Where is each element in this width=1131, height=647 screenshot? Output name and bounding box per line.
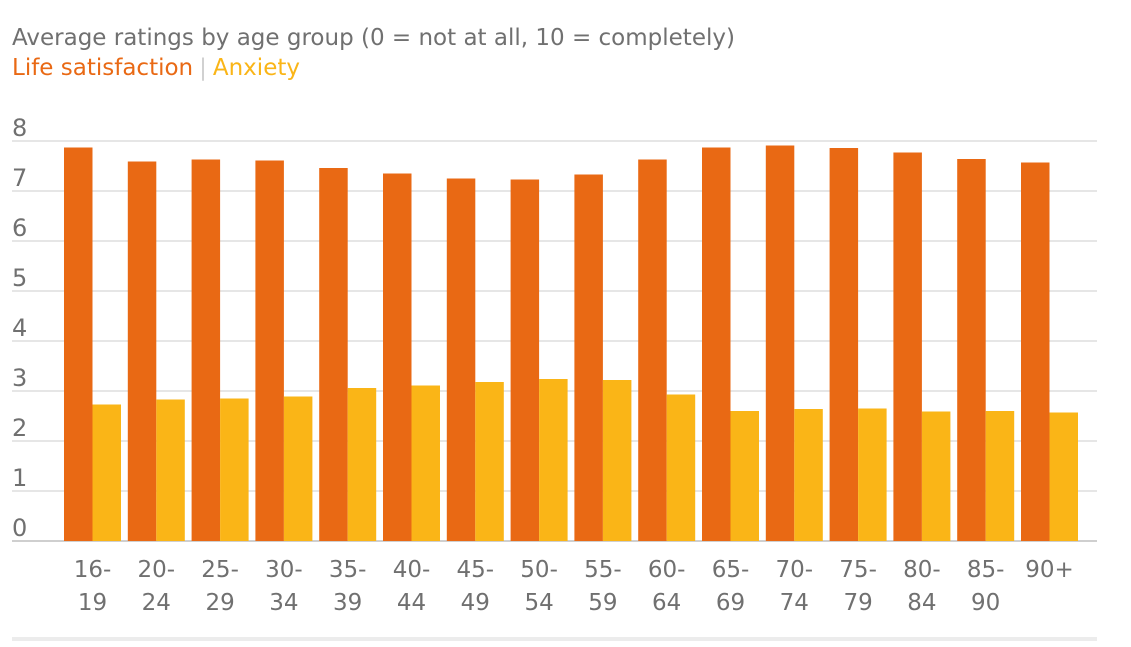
legend-life-satisfaction: Life satisfaction: [12, 55, 194, 81]
bar-anxiety-70-74: [794, 409, 823, 541]
footer-divider: [12, 637, 1097, 641]
y-tick-label-8: 8: [12, 114, 27, 142]
x-tick-label-65-69-line1: 65-: [712, 557, 750, 583]
legend-separator: |: [199, 55, 207, 81]
x-tick-label-35-39-line2: 39: [333, 590, 362, 616]
y-tick-label-3: 3: [12, 364, 27, 392]
bar-life-satisfaction-55-59: [574, 174, 603, 541]
x-tick-label-85-90-line1: 85-: [967, 557, 1005, 583]
x-tick-label-65-69-line2: 69: [716, 590, 745, 616]
x-tick-label-45-49-line2: 49: [461, 590, 490, 616]
x-tick-label-40-44-line2: 44: [397, 590, 426, 616]
bar-life-satisfaction-75-79: [829, 148, 859, 541]
bar-life-satisfaction-35-39: [319, 168, 348, 541]
x-tick-label-60-64-line1: 60-: [648, 557, 686, 583]
bar-life-satisfaction-50-54: [510, 179, 540, 541]
bar-anxiety-35-39: [347, 388, 377, 541]
bar-life-satisfaction-30-34: [255, 160, 284, 541]
bar-anxiety-16-19: [92, 404, 121, 541]
legend: Life satisfaction | Anxiety: [12, 54, 735, 82]
x-tick-label-85-90-line2: 90: [971, 590, 1000, 616]
bar-life-satisfaction-40-44: [383, 173, 412, 541]
bar-life-satisfaction-65-69: [702, 147, 731, 541]
y-tick-label-1: 1: [12, 464, 27, 492]
x-tick-label-55-59-line1: 55-: [584, 557, 622, 583]
y-tick-label-2: 2: [12, 414, 27, 442]
x-tick-label-75-79-line1: 75-: [839, 557, 877, 583]
x-tick-label-25-29-line2: 29: [205, 590, 234, 616]
x-tick-label-50-54-line1: 50-: [520, 557, 558, 583]
x-tick-label-70-74-line1: 70-: [776, 557, 814, 583]
bar-anxiety-60-64: [666, 394, 696, 541]
bar-anxiety-55-59: [602, 380, 632, 541]
x-tick-label-75-79-line2: 79: [843, 590, 872, 616]
bar-life-satisfaction-25-29: [191, 159, 221, 541]
bar-life-satisfaction-16-19: [64, 147, 93, 541]
bar-anxiety-75-79: [858, 408, 887, 541]
bar-anxiety-30-34: [283, 396, 313, 541]
bar-anxiety-90+: [1049, 412, 1078, 541]
bar-anxiety-80-84: [921, 411, 951, 541]
x-tick-label-45-49-line1: 45-: [457, 557, 495, 583]
x-tick-label-16-19-line2: 19: [78, 590, 107, 616]
x-tick-label-20-24-line1: 20-: [138, 557, 176, 583]
x-tick-label-16-19-line1: 16-: [74, 557, 112, 583]
bar-life-satisfaction-20-24: [127, 161, 157, 541]
x-tick-label-80-84-line2: 84: [907, 590, 936, 616]
x-tick-label-25-29-line1: 25-: [201, 557, 239, 583]
x-tick-label-30-34-line2: 34: [269, 590, 298, 616]
x-tick-label-80-84-line1: 80-: [903, 557, 941, 583]
chart-header: Average ratings by age group (0 = not at…: [12, 22, 735, 82]
x-tick-label-35-39-line1: 35-: [329, 557, 367, 583]
bar-anxiety-25-29: [220, 398, 249, 541]
bar-life-satisfaction-60-64: [638, 159, 667, 541]
bar-life-satisfaction-85-90: [957, 159, 986, 541]
x-tick-label-55-59-line2: 59: [588, 590, 617, 616]
bar-anxiety-40-44: [411, 385, 440, 541]
x-tick-label-70-74-line2: 74: [780, 590, 809, 616]
bar-life-satisfaction-70-74: [765, 145, 795, 541]
bar-anxiety-20-24: [156, 399, 185, 541]
legend-anxiety: Anxiety: [212, 55, 300, 81]
x-tick-label-30-34-line1: 30-: [265, 557, 303, 583]
bar-life-satisfaction-80-84: [893, 152, 922, 541]
x-tick-label-20-24-line2: 24: [142, 590, 171, 616]
y-tick-label-6: 6: [12, 214, 27, 242]
x-tick-label-50-54-line2: 54: [524, 590, 553, 616]
bar-anxiety-85-90: [985, 411, 1015, 541]
bar-anxiety-50-54: [539, 379, 568, 541]
x-tick-label-60-64-line2: 64: [652, 590, 681, 616]
bar-life-satisfaction-45-49: [446, 178, 476, 541]
chart-subtitle: Average ratings by age group (0 = not at…: [12, 25, 735, 51]
y-tick-label-7: 7: [12, 164, 27, 192]
bar-life-satisfaction-90+: [1021, 162, 1050, 541]
y-tick-label-0: 0: [12, 514, 27, 542]
bar-anxiety-65-69: [730, 411, 759, 541]
y-tick-label-5: 5: [12, 264, 27, 292]
bar-anxiety-45-49: [475, 382, 504, 541]
x-tick-label-40-44-line1: 40-: [393, 557, 431, 583]
y-tick-label-4: 4: [12, 314, 27, 342]
x-tick-label-90+-line1: 90+: [1025, 557, 1074, 583]
